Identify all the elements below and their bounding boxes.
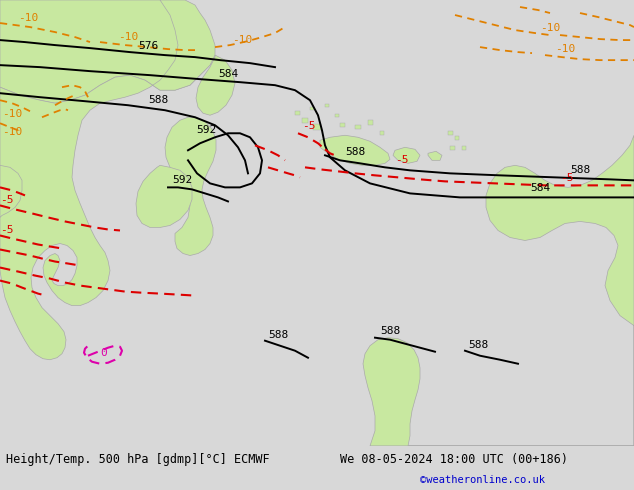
Polygon shape <box>196 55 235 115</box>
Text: 588: 588 <box>345 147 365 157</box>
Polygon shape <box>136 165 192 227</box>
Polygon shape <box>368 120 373 125</box>
Polygon shape <box>370 135 634 446</box>
Text: 0: 0 <box>100 348 107 358</box>
Polygon shape <box>335 114 339 117</box>
Text: We 08-05-2024 18:00 UTC (00+186): We 08-05-2024 18:00 UTC (00+186) <box>340 453 568 466</box>
Text: -10: -10 <box>2 127 22 137</box>
Text: -5: -5 <box>0 196 13 205</box>
Text: -10: -10 <box>118 32 138 42</box>
Polygon shape <box>302 118 308 123</box>
Text: -10: -10 <box>18 13 38 23</box>
Polygon shape <box>310 107 314 110</box>
Polygon shape <box>0 0 215 103</box>
Text: 588: 588 <box>148 95 168 105</box>
Text: -10: -10 <box>540 23 560 33</box>
Text: -10: -10 <box>555 44 575 54</box>
Text: 588: 588 <box>468 340 488 350</box>
Text: 592: 592 <box>196 125 216 135</box>
Polygon shape <box>313 124 321 130</box>
Polygon shape <box>393 147 420 163</box>
Text: -5: -5 <box>302 121 316 131</box>
Text: Height/Temp. 500 hPa [gdmp][°C] ECMWF: Height/Temp. 500 hPa [gdmp][°C] ECMWF <box>6 453 269 466</box>
Text: -5: -5 <box>0 225 13 236</box>
Text: 588: 588 <box>268 330 288 340</box>
Text: 584: 584 <box>218 69 238 79</box>
Text: 584: 584 <box>530 183 550 194</box>
Polygon shape <box>450 147 455 150</box>
Polygon shape <box>455 136 459 140</box>
Polygon shape <box>340 123 345 127</box>
Polygon shape <box>363 338 420 446</box>
Text: ©weatheronline.co.uk: ©weatheronline.co.uk <box>420 475 545 485</box>
Text: -10: -10 <box>232 35 252 45</box>
Polygon shape <box>428 151 442 160</box>
Polygon shape <box>0 165 22 218</box>
Polygon shape <box>380 131 384 135</box>
Polygon shape <box>165 117 216 255</box>
Polygon shape <box>295 111 300 115</box>
Text: -10: -10 <box>2 109 22 119</box>
Polygon shape <box>0 0 215 360</box>
Polygon shape <box>462 147 466 150</box>
Polygon shape <box>355 125 361 129</box>
Text: 576: 576 <box>138 41 158 51</box>
Text: 588: 588 <box>570 165 590 175</box>
Text: 592: 592 <box>172 175 192 185</box>
Polygon shape <box>448 131 453 135</box>
Polygon shape <box>320 135 390 165</box>
Polygon shape <box>325 104 329 107</box>
Text: -5: -5 <box>395 155 408 165</box>
Text: -5: -5 <box>560 173 574 183</box>
Text: 588: 588 <box>380 326 400 336</box>
